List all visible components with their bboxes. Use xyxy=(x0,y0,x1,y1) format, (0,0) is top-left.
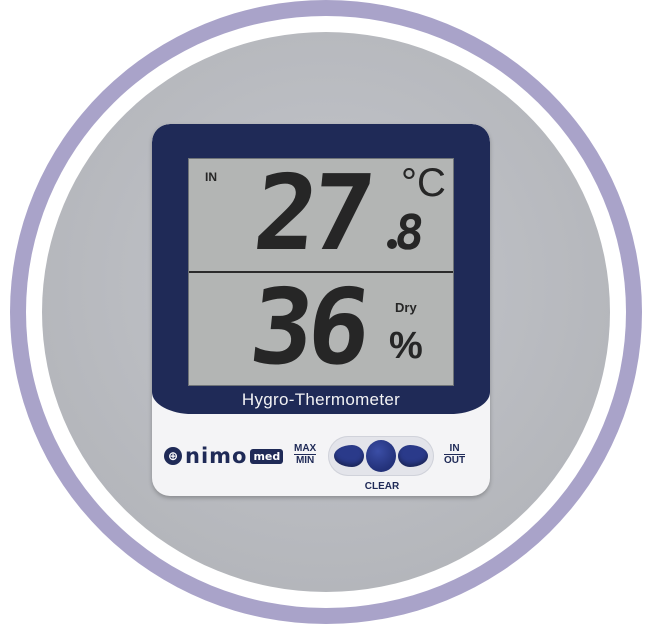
clear-button[interactable] xyxy=(366,440,396,472)
in-label: IN xyxy=(444,443,466,455)
humidity-value: 36 xyxy=(244,266,371,388)
temperature-unit: °C xyxy=(401,161,446,205)
decimal-point xyxy=(387,239,397,249)
min-label: MIN xyxy=(295,455,315,466)
button-tray xyxy=(328,436,434,476)
lcd-divider xyxy=(189,271,453,273)
inout-button[interactable] xyxy=(398,445,428,467)
indoor-indicator: IN xyxy=(205,170,217,184)
max-label: MAX xyxy=(294,443,317,455)
lcd-screen: IN 27 °C 8 36 Dry % xyxy=(188,152,454,388)
brand-logo: ⊕ nimo med xyxy=(164,444,284,468)
temperature-decimal: 8 xyxy=(392,205,427,261)
out-label: OUT xyxy=(444,455,466,466)
hygro-thermometer-device: IN 27 °C 8 36 Dry % Hygro-Thermometer ⊕ … xyxy=(152,124,490,496)
temperature-integer: 27 xyxy=(248,152,375,274)
humidity-status: Dry xyxy=(395,300,417,315)
device-bezel: IN 27 °C 8 36 Dry % Hygro-Thermometer xyxy=(152,124,490,414)
nimomed-logo-icon: ⊕ xyxy=(164,447,182,465)
brand-name: nimo xyxy=(185,444,248,468)
maxmin-label: MAX MIN xyxy=(294,443,317,466)
humidity-unit: % xyxy=(389,325,423,367)
maxmin-button[interactable] xyxy=(334,445,364,467)
inout-label: IN OUT xyxy=(444,443,466,466)
clear-label: CLEAR xyxy=(364,481,400,492)
brand-suffix: med xyxy=(250,448,284,464)
device-label: Hygro-Thermometer xyxy=(241,390,401,409)
